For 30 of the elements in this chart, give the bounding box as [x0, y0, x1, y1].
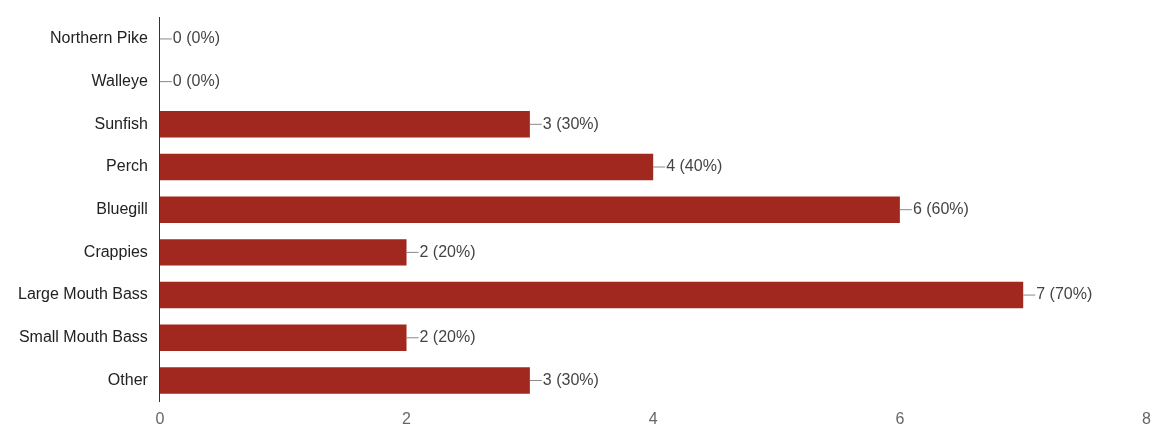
- data-label: 0 (0%): [172, 29, 220, 47]
- y-tick-label: Crappies: [83, 242, 148, 260]
- x-tick-label: 4: [648, 409, 658, 427]
- bar: [159, 324, 407, 351]
- data-label: 3 (30%): [542, 114, 599, 132]
- bar: [159, 153, 654, 181]
- x-tick-label: 8: [1142, 409, 1152, 427]
- y-tick-label: Sunfish: [94, 114, 148, 132]
- y-tick-label: Other: [107, 370, 149, 388]
- data-label: 4 (40%): [666, 157, 723, 175]
- x-tick-label: 2: [402, 409, 412, 427]
- bar: [159, 239, 407, 266]
- x-tick-label: 0: [155, 409, 165, 427]
- y-tick-label: Bluegill: [96, 200, 148, 218]
- y-tick-label: Walleye: [91, 72, 148, 90]
- data-label: 2 (20%): [419, 242, 476, 260]
- data-label: 2 (20%): [419, 328, 476, 346]
- bar: [159, 367, 530, 394]
- y-tick-label: Large Mouth Bass: [17, 285, 148, 303]
- x-tick-label: 6: [895, 409, 905, 427]
- y-tick-label: Perch: [106, 157, 148, 175]
- data-label: 3 (30%): [542, 370, 599, 388]
- data-label: 0 (0%): [172, 72, 220, 90]
- data-label: 6 (60%): [912, 200, 969, 218]
- data-label: 7 (70%): [1036, 285, 1093, 303]
- bar: [159, 281, 1024, 309]
- y-tick-label: Small Mouth Bass: [18, 328, 148, 346]
- bar: [159, 196, 900, 223]
- y-tick-label: Northern Pike: [50, 29, 148, 47]
- bar: [159, 111, 530, 138]
